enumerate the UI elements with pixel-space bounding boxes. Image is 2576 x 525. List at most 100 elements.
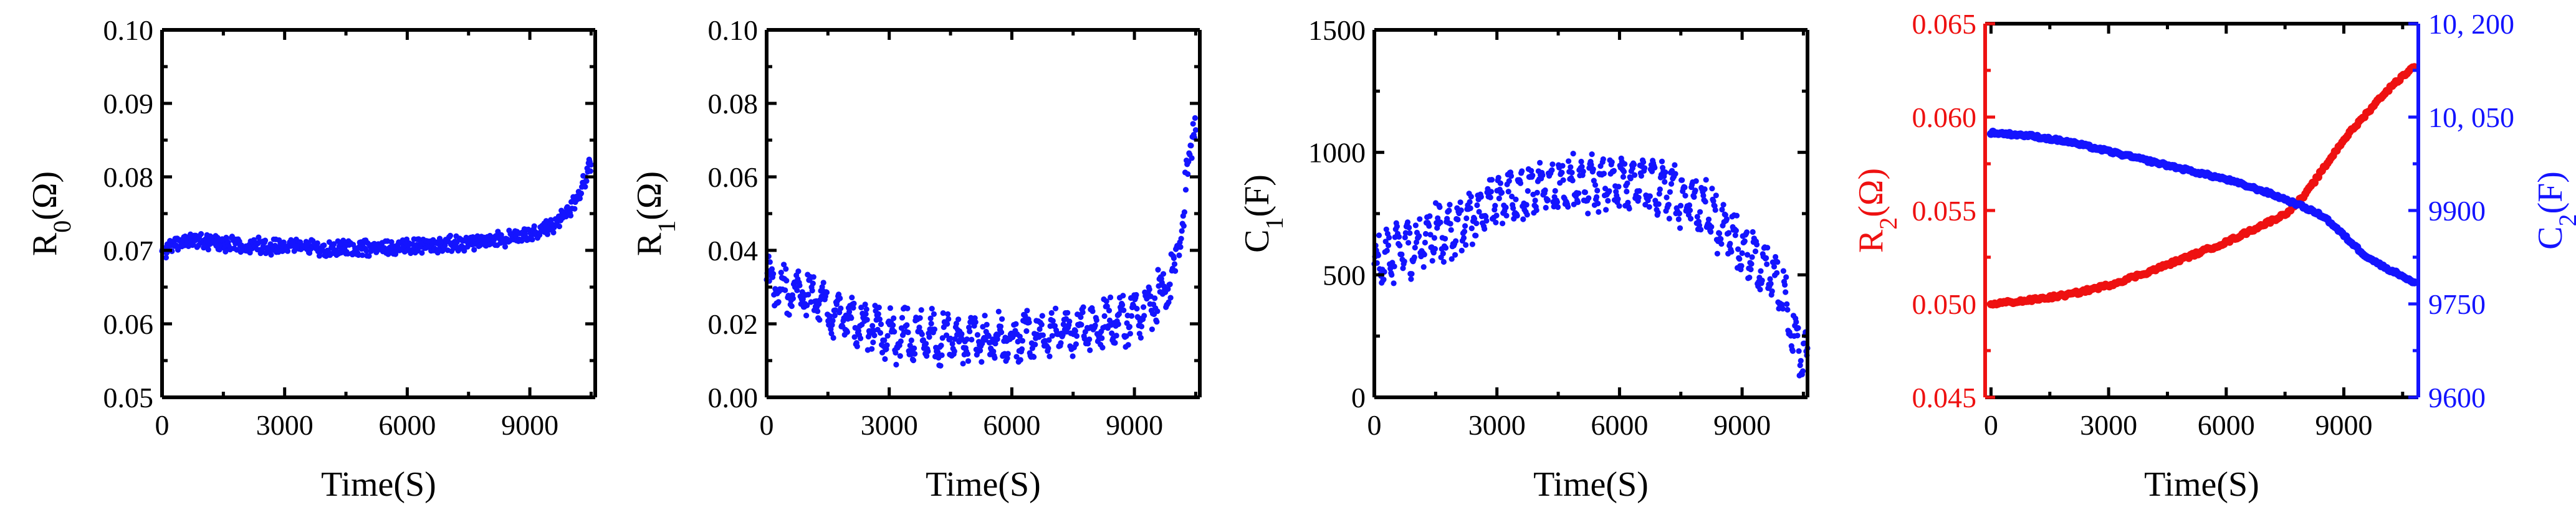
- data-point: [1109, 330, 1115, 336]
- y-tick-label: 0.060: [1912, 102, 1977, 133]
- data-point: [972, 319, 979, 325]
- data-point: [1631, 161, 1637, 168]
- data-point: [1720, 202, 1726, 208]
- data-point: [1058, 340, 1064, 346]
- data-point: [1176, 252, 1182, 258]
- data-point: [1735, 246, 1741, 252]
- data-point: [568, 212, 574, 219]
- data-point: [846, 309, 853, 315]
- data-point: [924, 352, 930, 359]
- data-point: [1401, 258, 1407, 265]
- data-point: [1676, 210, 1682, 217]
- data-point: [1549, 167, 1555, 173]
- x-tick-label: 6000: [1591, 409, 1648, 441]
- data-point: [163, 255, 169, 261]
- data-point: [1532, 197, 1538, 204]
- data-point: [1793, 319, 1799, 325]
- data-point: [823, 289, 830, 296]
- y-tick-label: 1500: [1308, 14, 1366, 46]
- data-point: [1642, 165, 1648, 171]
- data-point: [1440, 258, 1447, 265]
- data-point: [863, 311, 869, 317]
- data-point: [1609, 159, 1615, 165]
- data-point: [1192, 127, 1199, 133]
- data-point: [529, 237, 535, 243]
- data-point: [205, 247, 211, 253]
- data-point: [1185, 159, 1192, 165]
- data-point: [1495, 174, 1501, 181]
- data-point: [927, 315, 934, 321]
- data-point: [881, 337, 888, 344]
- data-point: [1543, 204, 1549, 211]
- data-point: [1799, 368, 1806, 374]
- y2-tick-label: 9600: [2428, 382, 2486, 414]
- data-point: [1031, 354, 1037, 360]
- data-point: [1500, 220, 1506, 227]
- data-point: [556, 223, 563, 230]
- data-point: [1092, 322, 1098, 329]
- data-point: [564, 204, 570, 210]
- data-point: [1687, 207, 1693, 214]
- data-point: [1569, 169, 1575, 176]
- y2-tick-label: 10, 200: [2428, 8, 2514, 40]
- data-point: [1149, 326, 1155, 333]
- data-point: [1386, 234, 1392, 241]
- x-tick-label: 3000: [2080, 409, 2137, 441]
- data-point: [1137, 334, 1144, 341]
- data-point: [1468, 225, 1475, 232]
- data-point: [1763, 255, 1769, 261]
- data-point: [946, 316, 952, 322]
- data-point: [1488, 189, 1494, 195]
- data-point: [1049, 333, 1055, 339]
- data-point: [531, 223, 537, 229]
- data-point: [939, 352, 945, 359]
- data-point: [1503, 212, 1510, 219]
- data-point: [1087, 347, 1093, 354]
- data-point: [967, 328, 973, 334]
- data-point: [1073, 333, 1080, 339]
- data-point: [1051, 323, 1058, 329]
- data-point: [919, 331, 925, 338]
- data-point: [1693, 178, 1699, 184]
- data-point: [1694, 214, 1700, 220]
- data-point: [1446, 207, 1452, 214]
- data-point: [979, 340, 985, 347]
- data-point: [1675, 216, 1682, 222]
- data-point: [1589, 151, 1595, 158]
- data-point: [280, 239, 287, 245]
- data-point: [1453, 238, 1459, 244]
- data-point: [830, 334, 836, 341]
- data-point: [1422, 230, 1429, 237]
- data-point: [1569, 177, 1576, 184]
- data-point: [937, 362, 944, 369]
- x-tick-label: 3000: [861, 409, 918, 441]
- data-point: [805, 291, 812, 298]
- data-point: [982, 313, 988, 319]
- y-tick-label: 0.06: [708, 161, 759, 193]
- data-point: [1190, 121, 1196, 127]
- data-point: [1795, 325, 1801, 331]
- data-point: [938, 343, 944, 349]
- x-axis-title: Time(S): [1533, 465, 1649, 504]
- data-point: [1505, 189, 1511, 195]
- data-point: [858, 335, 864, 342]
- data-point: [1046, 337, 1052, 343]
- data-point: [1615, 196, 1621, 202]
- data-point: [1167, 295, 1174, 301]
- data-point: [1412, 222, 1419, 229]
- data-point: [1457, 199, 1463, 206]
- data-point: [947, 335, 954, 342]
- data-point: [1544, 197, 1551, 203]
- data-point: [1708, 224, 1715, 230]
- data-point: [783, 278, 790, 284]
- x-tick-label: 9000: [501, 409, 558, 441]
- data-point: [1739, 250, 1745, 257]
- data-point: [1578, 158, 1584, 165]
- data-point: [1404, 219, 1411, 225]
- data-point: [1467, 199, 1473, 205]
- data-point: [1469, 241, 1475, 247]
- data-point: [1375, 252, 1381, 258]
- data-point: [1600, 156, 1606, 163]
- data-point: [1478, 194, 1484, 200]
- data-point: [1416, 233, 1422, 239]
